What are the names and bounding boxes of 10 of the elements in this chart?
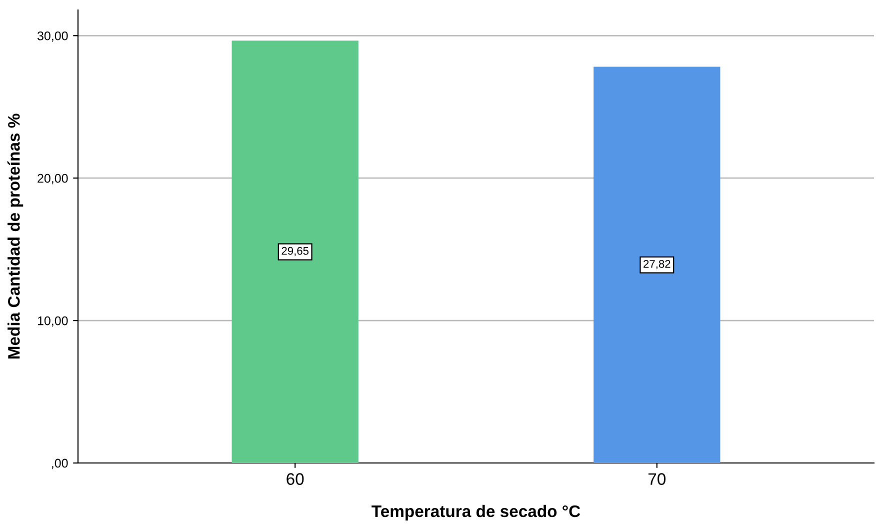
y-tick-label: ,00 <box>52 458 68 470</box>
y-axis-title: Media Cantidad de proteínas % <box>7 114 24 359</box>
data-label: 29,65 <box>282 246 309 256</box>
x-tick-label: 70 <box>648 473 666 485</box>
y-tick-label: 20,00 <box>38 174 68 184</box>
data-label: 27,82 <box>644 260 670 270</box>
y-tick-label: 30,00 <box>37 31 68 42</box>
x-axis-title: Temperatura de secado °C <box>372 504 580 520</box>
y-tick-label: 10,00 <box>38 316 68 327</box>
x-tick-label: 60 <box>286 473 304 485</box>
